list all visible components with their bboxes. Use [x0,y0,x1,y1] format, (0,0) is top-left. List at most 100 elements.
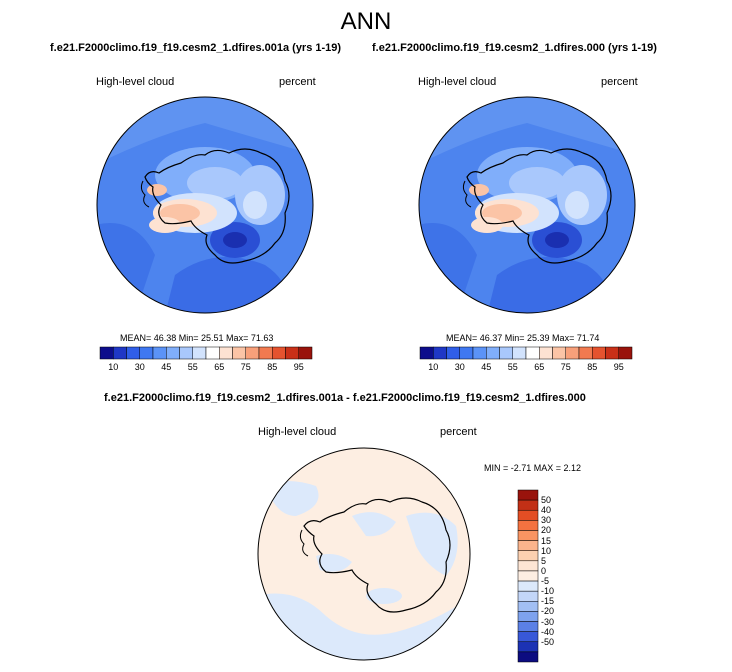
colorbar-swatch [517,540,539,551]
colorbar-tick-label: 65 [214,362,225,372]
colorbar-tick-label: 45 [481,362,492,372]
diff-stats: MIN = -2.71 MAX = 2.12 [484,463,582,473]
colorbar-swatch [618,346,633,360]
panel-2-variable-label: High-level cloud [418,76,497,88]
colorbar-tick-label: 85 [267,362,278,372]
colorbar-swatch [446,346,460,360]
colorbar-swatch [592,346,606,360]
colorbar-swatch [245,346,260,360]
colorbar-swatch [512,346,527,360]
colorbar-swatch [517,601,539,612]
colorbar-tick-label: 65 [534,362,545,372]
colorbar-swatch [298,346,313,360]
colorbar-swatch [272,346,286,360]
colorbar-swatch [192,346,207,360]
panel-2-colorbar [419,346,633,360]
panel-2-polar-map [418,96,636,314]
colorbar-swatch [499,346,513,360]
colorbar-swatch [517,641,539,653]
colorbar-swatch [126,346,140,360]
colorbar-swatch [517,499,539,511]
colorbar-swatch [139,346,154,360]
colorbar-tick-label: 30 [454,362,465,372]
colorbar-tick-label: 50 [541,495,552,506]
colorbar-swatch [517,509,539,521]
colorbar-swatch [517,631,539,643]
colorbar-tick-label: -50 [541,636,555,647]
colorbar-swatch [258,346,273,360]
colorbar-tick-label: 75 [240,362,251,372]
colorbar-tick-label: 30 [541,515,552,526]
colorbar-tick-label: 95 [293,362,304,372]
panel-2-stats: MEAN= 46.37 Min= 25.39 Max= 71.74 [446,333,600,343]
colorbar-tick-label: 40 [541,505,552,516]
colorbar-swatch [517,530,539,541]
colorbar-tick-label: 95 [613,362,624,372]
figure-title: ANN [340,8,392,35]
colorbar-tick-label: -10 [541,586,555,597]
panel-2-units-label: percent [601,76,638,88]
colorbar-tick-label: 10 [108,362,119,372]
colorbar-swatch [113,346,127,360]
colorbar-swatch [219,346,233,360]
colorbar-swatch [166,346,180,360]
colorbar-swatch [486,346,500,360]
panel-2-case-title: f.e21.F2000climo.f19_f19.cesm2_1.dfires.… [372,42,657,54]
colorbar-tick-label: 5 [541,555,547,566]
colorbar-tick-label: 55 [187,362,198,372]
colorbar-swatch [179,346,193,360]
colorbar-tick-label: 45 [161,362,172,372]
diff-polar-map [257,447,471,661]
colorbar-swatch [525,346,540,360]
colorbar-swatch [517,550,539,562]
colorbar-swatch [605,346,619,360]
colorbar-swatch [433,346,447,360]
panel-1-variable-label: High-level cloud [96,76,175,88]
colorbar-swatch [472,346,487,360]
colorbar-swatch [99,346,114,360]
colorbar-swatch [517,651,539,663]
colorbar-swatch [517,611,539,622]
colorbar-tick-label: -20 [541,606,555,617]
colorbar-swatch [517,621,539,632]
colorbar-tick-label: -30 [541,616,555,627]
diff-case-title: f.e21.F2000climo.f19_f19.cesm2_1.dfires.… [104,392,586,404]
diff-colorbar [517,489,539,663]
colorbar-swatch [517,560,539,572]
colorbar-tick-label: -40 [541,626,555,637]
panel-1-colorbar [99,346,313,360]
colorbar-tick-label: 75 [560,362,571,372]
colorbar-swatch [205,346,220,360]
colorbar-tick-label: 10 [428,362,439,372]
panel-1-case-title: f.e21.F2000climo.f19_f19.cesm2_1.dfires.… [50,42,342,54]
colorbar-swatch [517,590,539,602]
colorbar-tick-label: -15 [541,596,555,607]
colorbar-swatch [552,346,566,360]
colorbar-tick-label: 15 [541,535,552,546]
colorbar-swatch [517,520,539,531]
colorbar-tick-label: 0 [541,565,547,576]
colorbar-tick-label: -5 [541,576,550,587]
panel-1-units-label: percent [279,76,316,88]
diff-variable-label: High-level cloud [258,426,337,438]
panel-1-polar-map [96,96,314,314]
colorbar-swatch [578,346,593,360]
colorbar-swatch [517,489,539,501]
panel-1-colorbar-ticks: 10 30 45 55 65 75 85 95 [100,362,312,374]
colorbar-tick-label: 55 [507,362,518,372]
panel-1-stats: MEAN= 46.38 Min= 25.51 Max= 71.63 [120,333,274,343]
colorbar-swatch [419,346,434,360]
colorbar-swatch [517,570,539,582]
colorbar-swatch [459,346,474,360]
colorbar-swatch [285,346,299,360]
colorbar-swatch [517,580,539,592]
colorbar-tick-label: 30 [134,362,145,372]
colorbar-swatch [539,346,553,360]
colorbar-tick-label: 20 [541,525,552,536]
panel-2-colorbar-ticks: 10 30 45 55 65 75 85 95 [420,362,632,374]
colorbar-swatch [152,346,167,360]
diff-colorbar-ticks: 50 40 30 20 15 10 5 0 -5 -10 -15 -20 -30 -40 -50 [541,490,571,662]
colorbar-tick-label: 10 [541,545,552,556]
colorbar-swatch [232,346,246,360]
diff-units-label: percent [440,426,477,438]
